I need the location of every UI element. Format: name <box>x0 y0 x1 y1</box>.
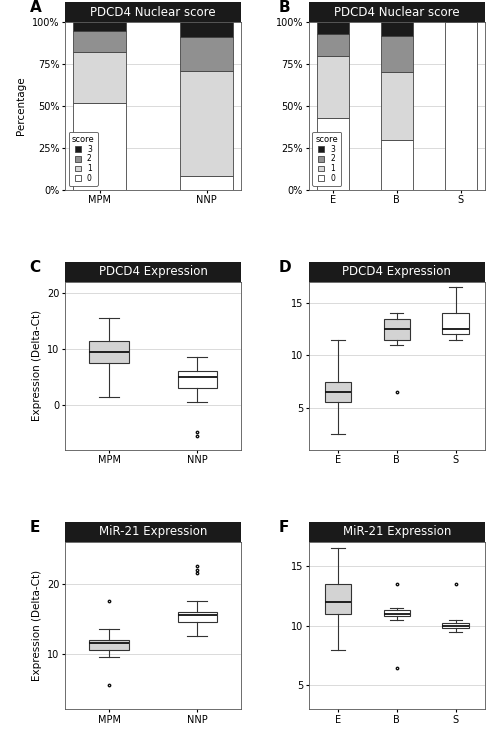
Text: PDCD4 Expression: PDCD4 Expression <box>342 265 451 279</box>
Bar <box>380 22 413 35</box>
Bar <box>65 2 242 22</box>
Bar <box>73 103 126 190</box>
Text: PDCD4 Nuclear score: PDCD4 Nuclear score <box>90 6 216 18</box>
Bar <box>65 262 242 282</box>
Bar <box>73 22 126 30</box>
Text: PDCD4 Expression: PDCD4 Expression <box>99 265 208 279</box>
PathPatch shape <box>324 584 351 613</box>
Bar <box>65 522 242 542</box>
Bar <box>316 22 348 34</box>
Bar <box>445 22 477 190</box>
Y-axis label: Expression (Delta-Ct): Expression (Delta-Ct) <box>32 570 42 681</box>
Text: F: F <box>278 520 289 535</box>
Bar <box>308 2 485 22</box>
Text: MiR-21 Expression: MiR-21 Expression <box>342 525 451 538</box>
Bar <box>380 35 413 72</box>
Bar <box>73 52 126 103</box>
Legend: 3, 2, 1, 0: 3, 2, 1, 0 <box>69 132 98 186</box>
Y-axis label: Percentage: Percentage <box>16 77 26 135</box>
PathPatch shape <box>442 313 469 334</box>
PathPatch shape <box>384 319 410 340</box>
Bar <box>180 37 234 71</box>
Bar <box>308 262 485 282</box>
Bar <box>180 177 234 190</box>
PathPatch shape <box>90 639 129 650</box>
Bar <box>380 72 413 140</box>
Y-axis label: Expression (Delta-Ct): Expression (Delta-Ct) <box>32 310 42 421</box>
PathPatch shape <box>442 623 469 628</box>
PathPatch shape <box>324 381 351 403</box>
PathPatch shape <box>178 612 217 622</box>
Text: A: A <box>30 1 42 16</box>
Text: E: E <box>30 520 40 535</box>
Bar <box>316 55 348 118</box>
Text: C: C <box>30 260 41 275</box>
PathPatch shape <box>90 341 129 363</box>
Bar <box>316 34 348 55</box>
Bar <box>380 140 413 190</box>
Bar <box>180 71 234 177</box>
PathPatch shape <box>384 610 410 616</box>
Text: D: D <box>278 260 291 275</box>
Bar <box>180 22 234 37</box>
Bar <box>73 30 126 52</box>
Text: B: B <box>278 1 290 16</box>
Text: PDCD4 Nuclear score: PDCD4 Nuclear score <box>334 6 460 18</box>
PathPatch shape <box>178 372 217 388</box>
Text: MiR-21 Expression: MiR-21 Expression <box>99 525 208 538</box>
Legend: 3, 2, 1, 0: 3, 2, 1, 0 <box>312 132 341 186</box>
Bar <box>316 118 348 190</box>
Bar <box>308 522 485 542</box>
